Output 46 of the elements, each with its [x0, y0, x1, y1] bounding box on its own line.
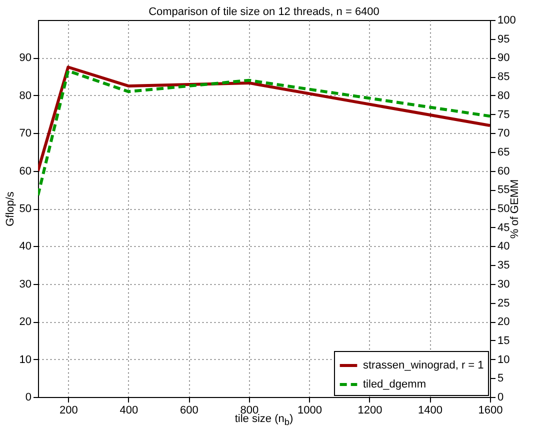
y2-tick-label: 30	[498, 278, 510, 290]
x-axis-title: tile size (n$_{b}$)	[234, 413, 294, 428]
y2-tick-label: 40	[498, 240, 510, 253]
legend-label: strassen_winograd, r = 1	[363, 360, 484, 372]
x-tick-label: 1400	[418, 404, 442, 416]
line-series	[38, 69, 490, 197]
y-tick-label: 60	[19, 165, 32, 178]
y2-tick-label: 60	[498, 165, 510, 178]
line-series	[38, 66, 490, 172]
x-tick-label: 1000	[297, 404, 322, 416]
y2-tick-label: 50	[498, 203, 510, 215]
x-tick-label: 400	[120, 404, 138, 416]
y2-tick-label: 55	[498, 184, 510, 196]
y2-tick-label: 95	[498, 33, 510, 46]
y-tick-label: 30	[19, 278, 32, 290]
y-tick-label: 0	[25, 392, 32, 404]
y2-tick-label: 15	[498, 334, 510, 347]
x-tick-label: 1600	[478, 404, 503, 416]
y-tick-label: 40	[19, 240, 32, 253]
y2-tick-label: 5	[498, 372, 504, 385]
y2-tick-label: 75	[498, 108, 510, 121]
y2-tick-label: 20	[498, 316, 510, 328]
y-tick-label: 50	[19, 203, 32, 215]
y-tick-label: 10	[19, 354, 32, 366]
x-tick-label: 200	[59, 404, 78, 416]
y2-tick-label: 65	[498, 146, 510, 158]
y-tick-label: 20	[19, 316, 32, 328]
y2-tick-label: 45	[498, 222, 510, 234]
x-tick-label: 1200	[358, 404, 382, 416]
y-axis-title: Gflop/s	[4, 191, 16, 226]
y-tick-label: 70	[19, 128, 32, 140]
y2-tick-label: 100	[498, 14, 516, 26]
y-tick-label: 80	[19, 90, 32, 102]
y-tick-label: 90	[19, 52, 32, 64]
y2-tick-label: 80	[498, 90, 510, 102]
x-tick-label: 600	[180, 404, 198, 416]
chart-title: Comparison of tile size on 12 threads, n = 6400	[148, 6, 380, 18]
y2-tick-label: 85	[498, 71, 510, 84]
legend-label: tiled_dgemm	[363, 378, 426, 390]
y2-tick-label: 90	[498, 52, 510, 64]
y2-tick-label: 25	[498, 297, 510, 310]
y2-tick-label: 70	[498, 128, 510, 140]
y2-axis-title: % of GEMM	[508, 179, 521, 239]
y2-tick-label: 35	[498, 260, 510, 272]
y2-tick-label: 0	[498, 392, 504, 404]
y2-tick-label: 10	[498, 354, 510, 366]
